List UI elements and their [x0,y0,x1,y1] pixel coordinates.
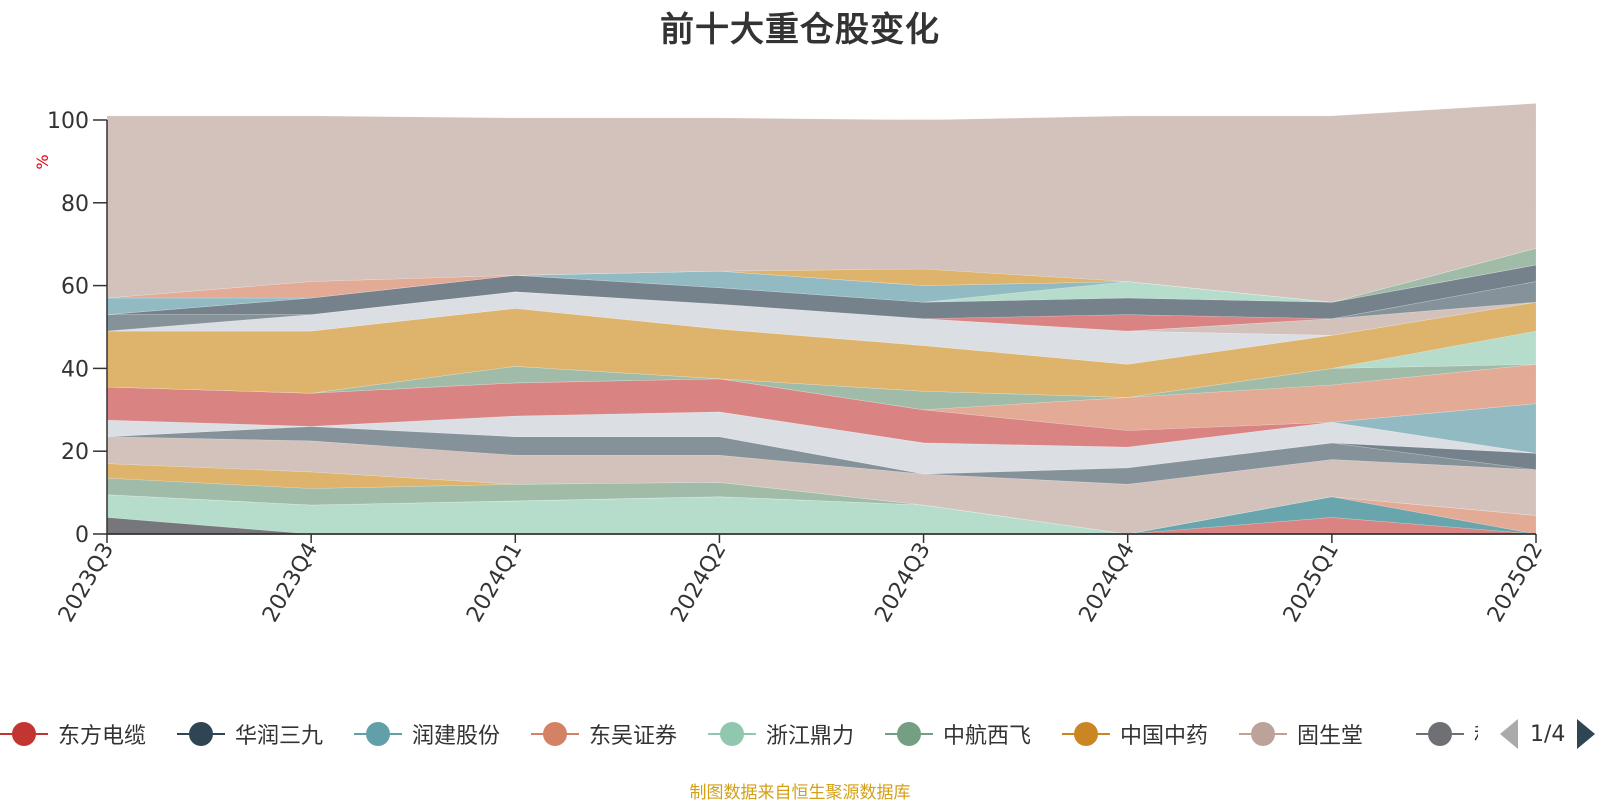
y-tick-label-0: 0 [75,523,89,548]
x-tick-label-2024Q4: 2024Q4 [1075,539,1140,627]
x-tick-label-2023Q4: 2023Q4 [258,539,323,627]
legend-item[interactable]: 中国中药 [1062,714,1208,754]
legend-label: 东吴证券 [589,724,678,749]
area-series-13 [106,363,1537,431]
x-tick-label-2023Q3: 2023Q3 [54,539,119,627]
legend-marker-icon [1416,722,1464,746]
area-series-21 [106,264,1537,320]
legend-marker-icon [885,722,933,746]
y-tick-label-40: 40 [61,357,89,382]
legend-item[interactable]: 固生堂 [1239,714,1363,754]
legend-page-indicator: 1/4 [1530,721,1566,747]
legend-item[interactable]: 华润三九 [177,714,323,754]
legend-marker-icon [531,722,579,746]
y-tick-label-60: 60 [61,275,89,300]
legend-prev-page-icon[interactable] [1500,719,1518,749]
legend-label: 中航西飞 [943,724,1032,749]
area-series-10 [106,411,1537,475]
legend-marker-icon [1239,722,1287,746]
area-series-15 [106,330,1537,398]
legend-item[interactable]: 润建股份 [354,714,500,754]
legend-label: 固生堂 [1297,724,1364,749]
legend-item[interactable]: 东吴证券 [531,714,677,754]
legend-pager: 1/4 [1500,714,1596,754]
y-axis-unit-label: % [33,154,52,169]
legend-next-page-icon[interactable] [1577,719,1596,749]
legend-item[interactable]: 科锐 [1416,714,1478,754]
area-series [106,103,1537,535]
y-tick-label-80: 80 [61,192,89,217]
legend-label: 东方电缆 [58,724,147,749]
area-series-27 [106,103,1537,303]
legend-marker-icon [177,722,225,746]
x-tick-label-2024Q2: 2024Q2 [666,539,731,627]
legend-label: 浙江鼎力 [766,724,855,749]
legend-label: 中国中药 [1120,724,1209,749]
legend-item[interactable]: 浙江鼎力 [708,714,854,754]
area-series-11 [106,403,1537,454]
legend-marker-icon [354,722,402,746]
x-tick-label-2025Q1: 2025Q1 [1279,539,1344,627]
legend-marker-icon [1062,722,1110,746]
area-series-16 [106,301,1537,398]
legend-marker-icon [708,722,756,746]
legend-label: 润建股份 [412,724,501,749]
legend: 东方电缆 华润三九 润建股份 东吴证券 浙江鼎力 中航西飞 中国中药 固生堂 科锐 [0,714,1600,754]
legend-items: 东方电缆 华润三九 润建股份 东吴证券 浙江鼎力 中航西飞 中国中药 固生堂 科锐 [0,714,1478,754]
legend-label: 华润三九 [235,724,324,749]
x-tick-label-2025Q2: 2025Q2 [1483,539,1548,627]
legend-item[interactable]: 中航西飞 [885,714,1031,754]
source-note: 制图数据来自恒生聚源数据库 [689,783,911,803]
area-series-19 [106,281,1537,332]
y-tick-label-100: 100 [47,109,89,134]
area-series-24 [107,247,1537,303]
legend-marker-icon [0,722,48,746]
legend-item[interactable]: 东方电缆 [0,714,146,754]
x-tick-label-2024Q1: 2024Q1 [462,539,527,627]
x-tick-label-2024Q3: 2024Q3 [870,539,935,627]
y-tick-label-20: 20 [61,440,89,465]
chart-title: 前十大重仓股变化 [660,10,940,50]
legend-label: 科锐 [1474,718,1478,750]
